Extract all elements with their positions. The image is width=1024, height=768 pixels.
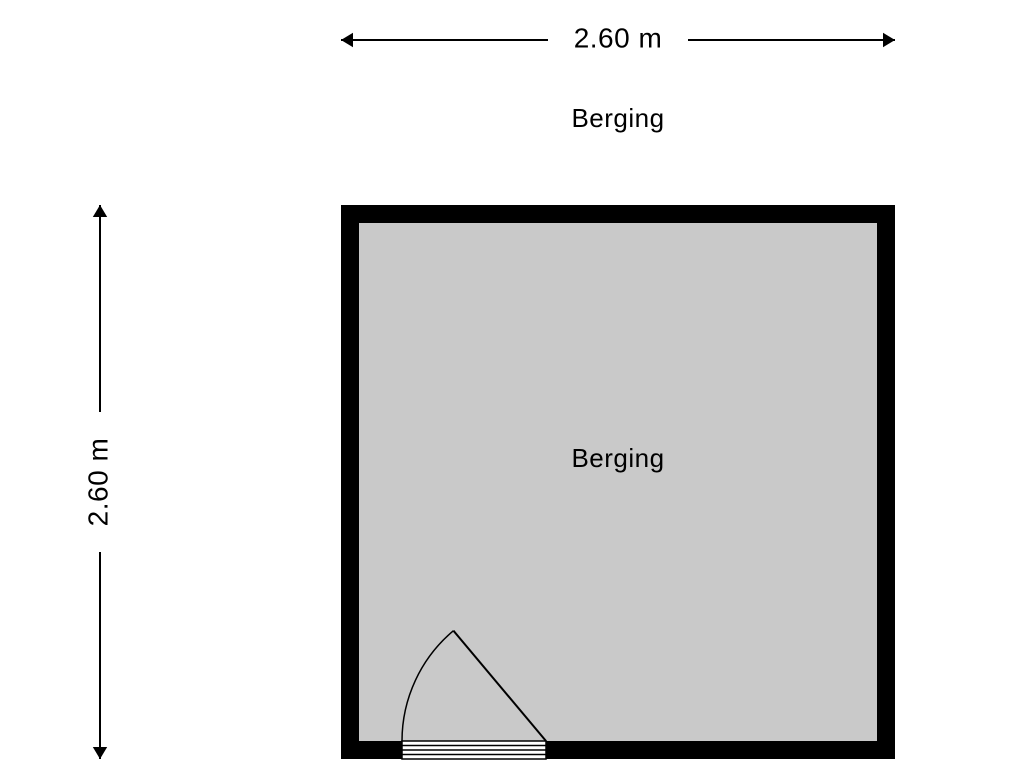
room-label: Berging (571, 443, 664, 473)
dim-top-label: 2.60 m (574, 22, 663, 53)
dim-arrowhead (341, 33, 353, 47)
dim-arrowhead (883, 33, 895, 47)
floor-plan-canvas: Berging Berging 2.60 m 2.60 m (0, 0, 1024, 768)
room-floor (359, 223, 877, 741)
dim-left-label: 2.60 m (82, 438, 113, 527)
dim-arrowhead (93, 205, 107, 217)
dim-arrowhead (93, 747, 107, 759)
plan-title: Berging (571, 103, 664, 133)
